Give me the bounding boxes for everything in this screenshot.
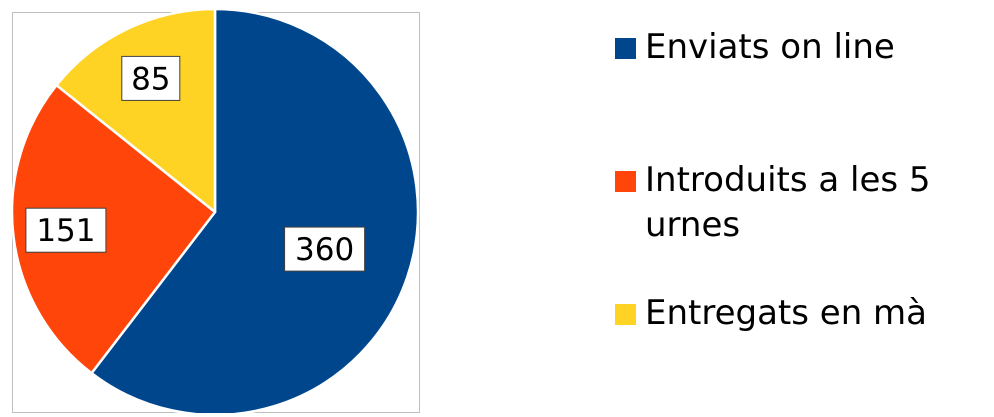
data-label-2: 151 [25, 207, 107, 253]
pie-slice-2 [10, 83, 217, 375]
legend-label: Enviats on line [645, 27, 895, 67]
legend-item-enviats-on-line: Enviats on line [615, 25, 990, 70]
data-label-text: 360 [295, 232, 354, 268]
legend-swatch [615, 304, 636, 325]
data-labels: 360 151 85 [25, 55, 366, 272]
data-label-text: 151 [36, 213, 95, 249]
legend-swatch [615, 171, 636, 192]
data-label-text: 85 [131, 61, 170, 97]
data-label-box [284, 226, 366, 272]
data-label-1: 360 [284, 226, 366, 272]
legend-item-entregats: Entregats en mà [615, 291, 990, 336]
data-label-box [25, 207, 107, 253]
data-label-box [121, 55, 181, 101]
legend-label: Introduits a les 5 urnes [645, 160, 931, 245]
legend-label: Entregats en mà [645, 293, 928, 333]
legend-item-introduits: Introduits a les 5 urnes [615, 158, 990, 248]
legend-swatch [615, 38, 636, 59]
data-label-3: 85 [121, 55, 181, 101]
